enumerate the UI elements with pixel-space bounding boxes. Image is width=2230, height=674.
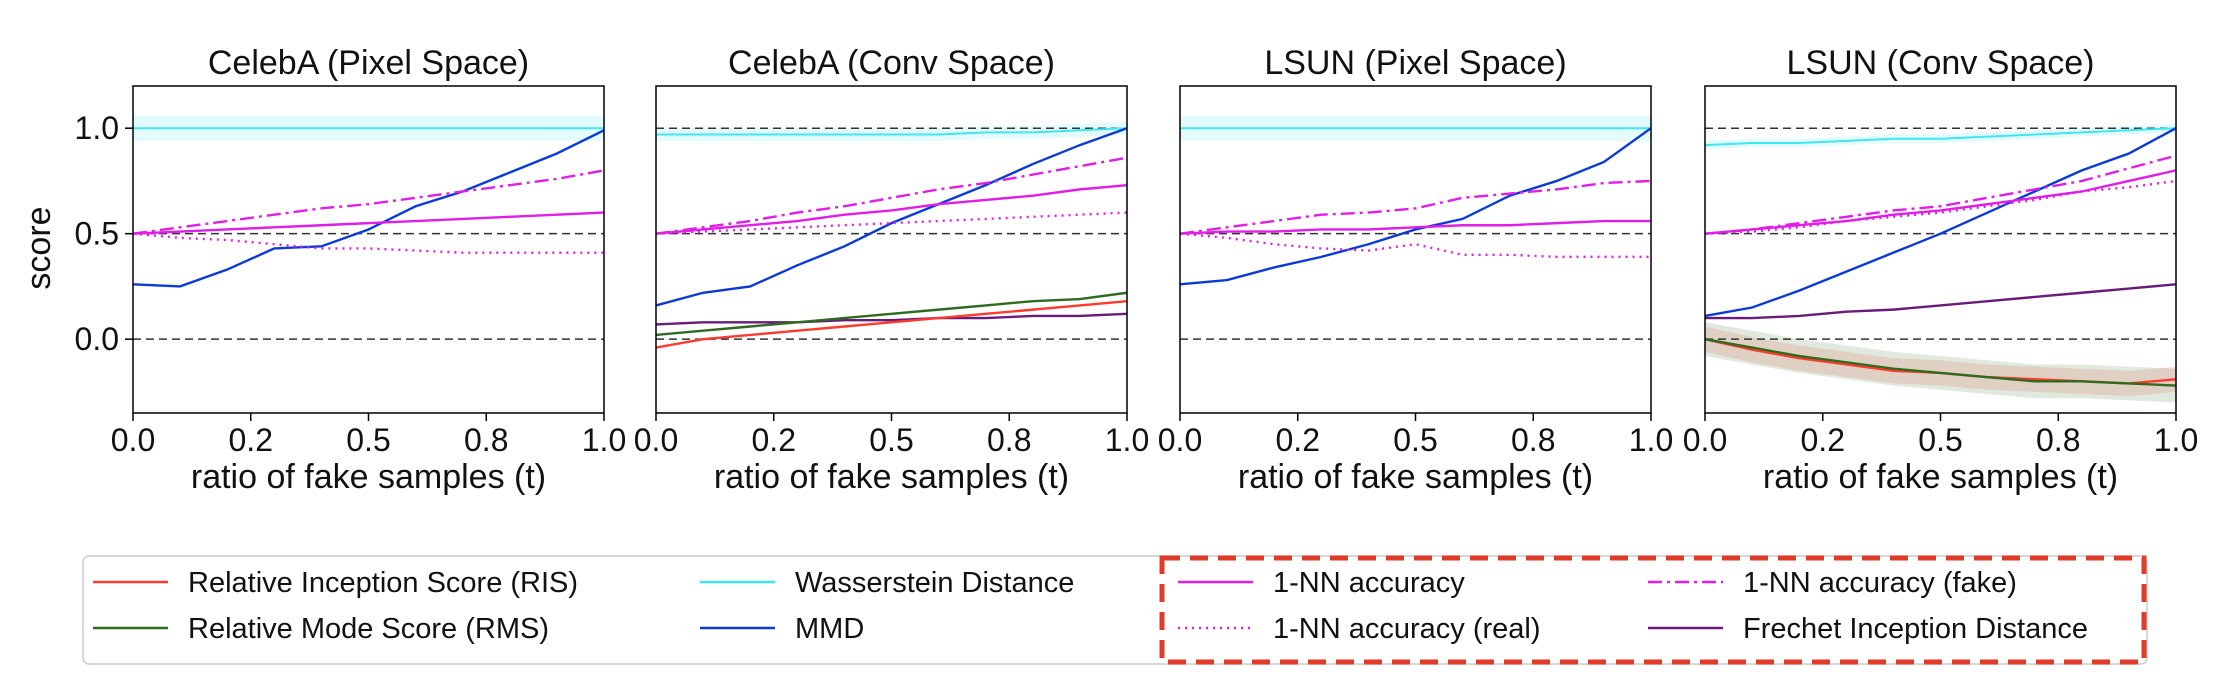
legend-label: Relative Inception Score (RIS) xyxy=(188,567,578,599)
x-tick-label: 0.2 xyxy=(1801,422,1845,458)
series-line-rms xyxy=(1704,337,2177,387)
series-line-mmd xyxy=(1704,127,2177,318)
series-line-fid xyxy=(655,312,1128,326)
series-line-mmd xyxy=(132,129,605,288)
series-line-nn xyxy=(1704,169,2177,235)
series-line-mmd xyxy=(655,127,1128,307)
x-tick-label: 0.2 xyxy=(1276,422,1320,458)
legend-label: MMD xyxy=(795,613,864,645)
legend-label: Frechet Inception Distance xyxy=(1743,613,2088,645)
plot-area xyxy=(133,86,604,413)
series-line-nn_fake xyxy=(655,156,1128,235)
series-line-ris xyxy=(655,299,1128,349)
x-axis-label: ratio of fake samples (t) xyxy=(1238,458,1593,496)
x-tick-label: 0.5 xyxy=(869,422,913,458)
legend-label: 1-NN accuracy xyxy=(1273,567,1465,599)
x-tick-label: 0.5 xyxy=(1918,422,1962,458)
x-tick-label: 0.0 xyxy=(111,422,155,458)
series-line-nn_real xyxy=(1704,179,2177,235)
x-tick-label: 1.0 xyxy=(1105,422,1149,458)
x-tick-label: 0.0 xyxy=(634,422,678,458)
series-line-nn xyxy=(132,211,605,235)
x-tick-label: 1.0 xyxy=(1629,422,1673,458)
chart-title: LSUN (Pixel Space) xyxy=(1264,44,1566,82)
x-tick-label: 0.5 xyxy=(1393,422,1437,458)
confidence-band-wass xyxy=(656,121,1127,141)
series-line-nn_fake xyxy=(1704,154,2177,235)
series-line-wass xyxy=(1704,127,2177,147)
series-line-rms xyxy=(655,291,1128,337)
y-tick-label: 0.5 xyxy=(75,216,119,252)
x-tick-label: 0.8 xyxy=(987,422,1031,458)
series-line-nn xyxy=(655,183,1128,235)
x-tick-label: 0.8 xyxy=(1511,422,1555,458)
legend-label: 1-NN accuracy (fake) xyxy=(1743,567,2017,599)
chart-title: CelebA (Conv Space) xyxy=(728,44,1055,82)
y-tick-label: 1.0 xyxy=(75,110,119,146)
series-line-nn_real xyxy=(1179,232,1651,259)
chart-title: CelebA (Pixel Space) xyxy=(208,44,529,82)
series-line-mmd xyxy=(1179,127,1652,286)
x-tick-label: 0.2 xyxy=(752,422,796,458)
x-axis-label: ratio of fake samples (t) xyxy=(714,458,1069,496)
series-line-nn_fake xyxy=(1179,179,1652,235)
chart-panel-4: 0.0 0.2 0.5 0.8 1.0 LSUN (Conv Space) ratio of… xyxy=(1683,44,2198,496)
confidence-band-ris xyxy=(1705,326,2176,397)
legend-item-mmd: MMD xyxy=(700,613,864,645)
legend-frame xyxy=(82,555,2148,665)
y-axis-label: score xyxy=(20,206,58,289)
legend-label: 1-NN accuracy (real) xyxy=(1273,613,1541,645)
legend-item-wass: Wasserstein Distance xyxy=(700,567,1074,599)
series-line-nn_fake xyxy=(132,169,605,235)
y-tick-label: 0.0 xyxy=(75,321,119,357)
series-line-wass xyxy=(656,127,1128,136)
legend-item-fid: Frechet Inception Distance xyxy=(1648,613,2088,645)
series-line-fid xyxy=(1705,283,2177,320)
series-line-nn_real xyxy=(655,211,1128,235)
x-tick-label: 0.2 xyxy=(229,422,273,458)
x-axis-label: ratio of fake samples (t) xyxy=(1763,458,2118,496)
x-tick-label: 1.0 xyxy=(582,422,626,458)
legend-item-rms: Relative Mode Score (RMS) xyxy=(93,613,549,645)
x-tick-label: 0.5 xyxy=(346,422,390,458)
x-tick-label: 0.0 xyxy=(1158,422,1202,458)
x-axis-label: ratio of fake samples (t) xyxy=(191,458,546,496)
x-tick-label: 0.8 xyxy=(464,422,508,458)
x-tick-label: 0.0 xyxy=(1683,422,1727,458)
confidence-band-wass xyxy=(1705,123,2176,150)
x-tick-label: 0.8 xyxy=(2036,422,2080,458)
chart-panel-2: 0.0 0.2 0.5 0.8 1.0 CelebA (Conv Space) ratio … xyxy=(634,44,1149,496)
legend-item-ris: Relative Inception Score (RIS) xyxy=(93,567,578,599)
legend-item-nn_real: 1-NN accuracy (real) xyxy=(1178,613,1541,645)
x-tick-label: 1.0 xyxy=(2154,422,2198,458)
legend-item-nn: 1-NN accuracy xyxy=(1178,567,1465,599)
plot-area xyxy=(656,86,1127,413)
chart-title: LSUN (Conv Space) xyxy=(1786,44,2094,82)
legend-label: Relative Mode Score (RMS) xyxy=(188,613,549,645)
plot-area xyxy=(1180,86,1651,413)
legend: Relative Inception Score (RIS) Relative M… xyxy=(82,555,2148,665)
legend-label: Wasserstein Distance xyxy=(795,567,1074,599)
series-line-nn_real xyxy=(132,232,604,254)
chart-panel-1: 0.0 0.2 0.5 0.8 1.0 0.0 0.5 1.0 CelebA (Pixel Sp… xyxy=(75,44,627,496)
chart-panel-3: 0.0 0.2 0.5 0.8 1.0 LSUN (Pixel Space) ratio o… xyxy=(1158,44,1673,496)
series-line-nn xyxy=(1179,219,1651,235)
legend-item-nn_fake: 1-NN accuracy (fake) xyxy=(1648,567,2017,599)
legend-highlight-box xyxy=(1159,555,2147,665)
plot-area xyxy=(1705,86,2176,413)
